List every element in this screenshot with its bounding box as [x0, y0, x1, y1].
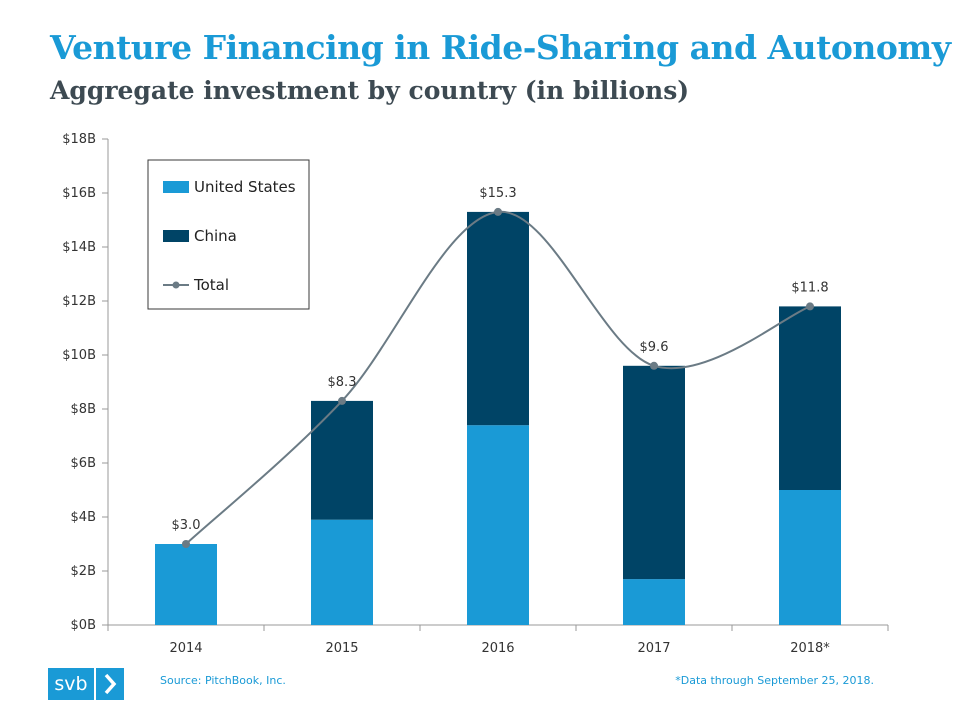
y-tick-label: $10B [62, 348, 96, 363]
x-tick-label: 2014 [169, 641, 202, 656]
bar-united-states [623, 579, 685, 625]
bar-china [311, 400, 373, 520]
x-tick-label: 2017 [637, 641, 670, 656]
footnote: *Data through September 25, 2018. [675, 674, 874, 687]
chevron-right-icon [96, 668, 124, 700]
legend-label: United States [194, 178, 296, 196]
y-tick-label: $14B [62, 240, 96, 255]
y-tick-label: $2B [71, 564, 96, 579]
bar-china [779, 306, 841, 490]
y-tick-label: $12B [62, 294, 96, 309]
total-point [650, 361, 658, 370]
data-label: $9.6 [640, 340, 669, 355]
y-axis: $0B $2B $4B $6B $8B $10B $12B $14B $16B $18B [62, 132, 109, 633]
data-label: $11.8 [791, 280, 828, 295]
logo-text: svb [48, 668, 94, 700]
total-line [182, 207, 814, 548]
bar-united-states [779, 490, 841, 625]
bar-united-states [467, 425, 529, 625]
y-tick-label: $4B [71, 510, 96, 525]
y-tick-label: $18B [62, 132, 96, 147]
data-labels: $3.0 $8.3 $15.3 $9.6 $11.8 [172, 186, 829, 533]
bar-china [623, 365, 685, 580]
source-note: Source: PitchBook, Inc. [160, 674, 286, 687]
chart-title: Venture Financing in Ride-Sharing and Au… [50, 28, 951, 67]
legend-label: China [194, 227, 237, 245]
svb-logo: svb [48, 668, 124, 700]
y-tick-label: $6B [71, 456, 96, 471]
legend: United States China Total [147, 159, 310, 310]
legend-swatch [163, 230, 189, 242]
x-axis: 2014 2015 2016 2017 2018* [107, 624, 889, 656]
x-tick-label: 2016 [481, 641, 514, 656]
bar-china [467, 211, 529, 426]
legend-swatch [163, 181, 189, 193]
data-label: $15.3 [479, 186, 516, 201]
data-label: $3.0 [172, 518, 201, 533]
total-point [494, 207, 502, 216]
x-tick-label: 2018* [790, 641, 830, 656]
bar-united-states [155, 544, 217, 625]
y-tick-label: $0B [71, 618, 96, 633]
y-tick-label: $8B [71, 402, 96, 417]
legend-label: Total [193, 276, 229, 294]
total-point [806, 302, 814, 311]
x-tick-label: 2015 [325, 641, 358, 656]
data-label: $8.3 [328, 375, 357, 390]
total-point [182, 540, 190, 548]
bar-united-states [311, 519, 373, 625]
total-point [338, 396, 346, 405]
legend-swatch-marker [172, 281, 180, 289]
y-tick-label: $16B [62, 186, 96, 201]
chart-subtitle: Aggregate investment by country (in bill… [50, 76, 690, 105]
